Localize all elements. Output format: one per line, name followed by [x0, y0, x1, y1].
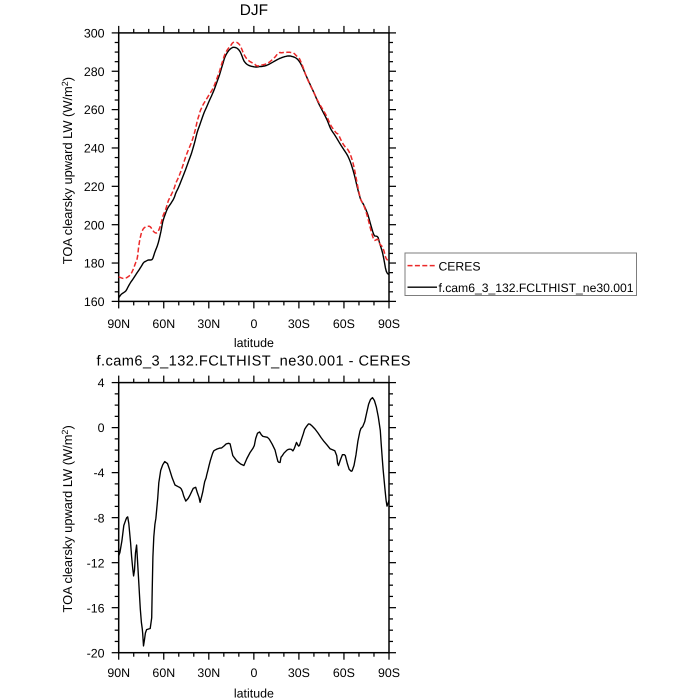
svg-text:60S: 60S	[333, 666, 355, 680]
svg-text:f.cam6_3_132.FCLTHIST_ne30.001: f.cam6_3_132.FCLTHIST_ne30.001	[439, 281, 634, 295]
svg-text:90N: 90N	[107, 666, 130, 680]
svg-text:260: 260	[84, 103, 105, 117]
svg-text:0: 0	[250, 666, 257, 680]
svg-text:30N: 30N	[197, 666, 220, 680]
svg-text:latitude: latitude	[234, 687, 274, 700]
svg-text:90S: 90S	[378, 666, 400, 680]
svg-text:30S: 30S	[288, 666, 310, 680]
svg-text:TOA clearsky upward LW (W/m2): TOA clearsky upward LW (W/m2)	[60, 425, 75, 612]
svg-text:90S: 90S	[378, 317, 400, 331]
svg-text:30N: 30N	[197, 317, 220, 331]
svg-text:CERES: CERES	[439, 259, 481, 273]
svg-text:160: 160	[84, 295, 105, 309]
svg-text:0: 0	[250, 317, 257, 331]
svg-text:latitude: latitude	[234, 336, 274, 350]
svg-text:4: 4	[98, 376, 105, 390]
svg-text:DJF: DJF	[240, 2, 268, 19]
svg-text:280: 280	[84, 65, 105, 79]
svg-text:60S: 60S	[333, 317, 355, 331]
svg-text:200: 200	[84, 218, 105, 232]
svg-text:240: 240	[84, 142, 105, 156]
svg-text:90N: 90N	[107, 317, 130, 331]
svg-text:-8: -8	[93, 511, 104, 525]
svg-text:60N: 60N	[152, 317, 175, 331]
svg-text:-20: -20	[87, 646, 105, 660]
svg-text:-4: -4	[93, 466, 104, 480]
svg-text:-12: -12	[87, 556, 105, 570]
svg-text:-16: -16	[87, 601, 105, 615]
svg-text:60N: 60N	[152, 666, 175, 680]
svg-text:TOA clearsky upward LW (W/m2): TOA clearsky upward LW (W/m2)	[60, 77, 75, 264]
svg-text:f.cam6_3_132.FCLTHIST_ne30.001: f.cam6_3_132.FCLTHIST_ne30.001 - CERES	[97, 354, 411, 370]
svg-text:30S: 30S	[288, 317, 310, 331]
svg-text:0: 0	[98, 421, 105, 435]
svg-text:300: 300	[84, 27, 105, 41]
svg-text:220: 220	[84, 180, 105, 194]
svg-text:180: 180	[84, 257, 105, 271]
